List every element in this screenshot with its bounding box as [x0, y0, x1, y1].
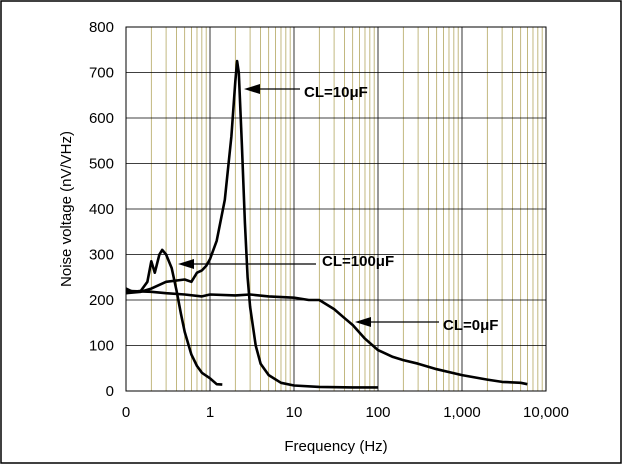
y-tick-label: 500: [89, 156, 114, 173]
y-tick-label: 700: [89, 65, 114, 82]
x-tick-labels: 0 1 10 100 1,000 10,000: [122, 404, 569, 421]
plot-border: [125, 26, 547, 392]
x-tick-label: 100: [365, 404, 390, 421]
y-tick-label: 400: [89, 201, 114, 218]
series-line-1: [125, 59, 378, 389]
annotations: CL=10μF CL=100μF CL=0μF: [178, 84, 498, 334]
x-tick-label: 1: [206, 404, 214, 421]
annotation-label: CL=100μF: [322, 253, 394, 270]
annotation-arrow-head: [178, 259, 194, 269]
annotation-label: CL=0μF: [443, 317, 498, 334]
y-tick-label: 200: [89, 292, 114, 309]
y-tick-label: 0: [106, 383, 114, 400]
x-tick-label: 10: [286, 404, 303, 421]
y-tick-labels: 0 100 200 300 400 500 600 700 800: [89, 19, 114, 400]
series-lines: [125, 59, 528, 389]
annotation-label: CL=10μF: [304, 84, 368, 101]
x-tick-label: 0: [122, 404, 130, 421]
y-axis-label: Noise voltage (nV/VHz): [58, 131, 75, 287]
x-tick-label: 1,000: [443, 404, 481, 421]
x-tick-label: 10,000: [523, 404, 569, 421]
annotation-arrow-head: [244, 84, 260, 94]
y-tick-label: 100: [89, 338, 114, 355]
series-line-0: [125, 248, 223, 386]
y-tick-label: 300: [89, 247, 114, 264]
y-tick-label: 600: [89, 110, 114, 127]
series-line-2: [125, 289, 528, 386]
x-axis-label: Frequency (Hz): [284, 438, 387, 455]
y-tick-label: 800: [89, 19, 114, 36]
grid: [126, 27, 546, 391]
annotation-arrow-head: [355, 317, 371, 327]
